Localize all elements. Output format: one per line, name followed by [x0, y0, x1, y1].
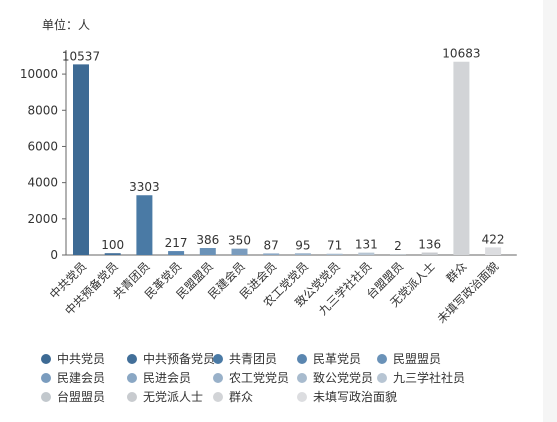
- legend-label: 民革党员: [313, 352, 362, 366]
- bar: [421, 252, 438, 255]
- legend-swatch: [213, 372, 223, 383]
- x-tick-label: 群众: [443, 259, 470, 286]
- value-labels: 10537 100 3303 217 386 350 87 95 71 131 2 136 10683 4…: [62, 47, 505, 253]
- legend-item: 民革党员: [297, 350, 361, 367]
- legend-label: 未填写政治面貌: [313, 390, 398, 404]
- y-axis: 0 2000 4000 6000 8000 10000: [20, 50, 517, 262]
- value-label: 136: [418, 238, 441, 252]
- legend-swatch: [41, 353, 51, 364]
- value-label: 87: [264, 238, 279, 252]
- unit-label: 单位：人: [42, 17, 90, 32]
- y-tick-label: 4000: [27, 176, 58, 190]
- legend-swatch: [297, 391, 307, 402]
- legend-swatch: [127, 372, 137, 383]
- bar: [326, 253, 343, 255]
- bar: [231, 248, 248, 255]
- y-tick-label: 0: [50, 248, 58, 262]
- value-label: 100: [101, 238, 124, 252]
- legend-item: 共青团员: [213, 350, 277, 367]
- bar: [485, 247, 502, 255]
- value-label: 131: [355, 238, 378, 252]
- legend-item: 民建会员: [41, 369, 105, 386]
- value-label: 386: [196, 233, 219, 247]
- bar: [453, 61, 470, 255]
- value-label: 10683: [442, 47, 480, 61]
- y-tick-label: 2000: [27, 212, 58, 226]
- legend-swatch: [297, 353, 307, 364]
- legend-label: 民盟盟员: [393, 352, 442, 366]
- bar: [358, 252, 375, 255]
- bar: [263, 253, 280, 255]
- y-tick-label: 6000: [27, 139, 58, 153]
- legend-item: 致公党党员: [297, 369, 373, 386]
- legend-item: 群众: [213, 388, 253, 405]
- bar: [294, 253, 311, 255]
- legend-swatch: [213, 391, 223, 402]
- value-label: 2: [394, 239, 402, 253]
- legend-item: 中共预备党员: [127, 350, 215, 367]
- legend-item: 无党派人士: [127, 388, 203, 405]
- legend-label: 群众: [229, 390, 254, 404]
- bar: [199, 248, 216, 255]
- legend-label: 台盟盟员: [57, 390, 106, 404]
- legend-item: 农工党党员: [213, 369, 289, 386]
- bars: [73, 61, 502, 255]
- legend-item: 台盟盟员: [41, 388, 105, 405]
- bar: [104, 253, 121, 255]
- legend-label: 农工党党员: [229, 371, 290, 385]
- legend-label: 民进会员: [143, 371, 192, 385]
- value-label: 3303: [129, 180, 160, 194]
- legend-label: 共青团员: [229, 352, 278, 366]
- value-label: 217: [165, 236, 188, 250]
- bar: [390, 254, 406, 255]
- value-label: 71: [327, 239, 342, 253]
- value-label: 10537: [62, 49, 100, 63]
- legend-label: 中共预备党员: [143, 352, 216, 366]
- page-edge-strip: [543, 0, 557, 422]
- legend-label: 民建会员: [57, 371, 106, 385]
- legend-swatch: [297, 372, 307, 383]
- legend-swatch: [213, 353, 223, 364]
- legend-swatch: [377, 353, 387, 364]
- legend-label: 中共党员: [57, 352, 106, 366]
- legend-label: 九三学社社员: [393, 371, 466, 385]
- bar: [168, 251, 185, 255]
- legend-swatch: [127, 353, 137, 364]
- legend-item: 中共党员: [41, 350, 105, 367]
- value-label: 422: [482, 232, 505, 246]
- legend-item: 未填写政治面貌: [297, 388, 397, 405]
- legend-item: 九三学社社员: [377, 369, 465, 386]
- legend-label: 无党派人士: [143, 390, 204, 404]
- value-label: 350: [228, 234, 251, 248]
- y-tick-label: 8000: [27, 103, 58, 117]
- value-label: 95: [295, 238, 310, 252]
- bar: [73, 64, 89, 255]
- legend-label: 致公党党员: [313, 371, 374, 385]
- bar: [136, 195, 153, 255]
- legend-swatch: [41, 372, 51, 383]
- legend-swatch: [377, 372, 387, 383]
- legend-swatch: [41, 391, 51, 402]
- y-tick-label: 10000: [20, 67, 58, 81]
- legend-item: 民进会员: [127, 369, 191, 386]
- x-axis-labels: 中共党员中共预备党员共青团员民革党员民盟盟员民建会员民进会员农工党党员致公党党员…: [47, 259, 502, 326]
- legend-swatch: [127, 391, 137, 402]
- legend-item: 民盟盟员: [377, 350, 441, 367]
